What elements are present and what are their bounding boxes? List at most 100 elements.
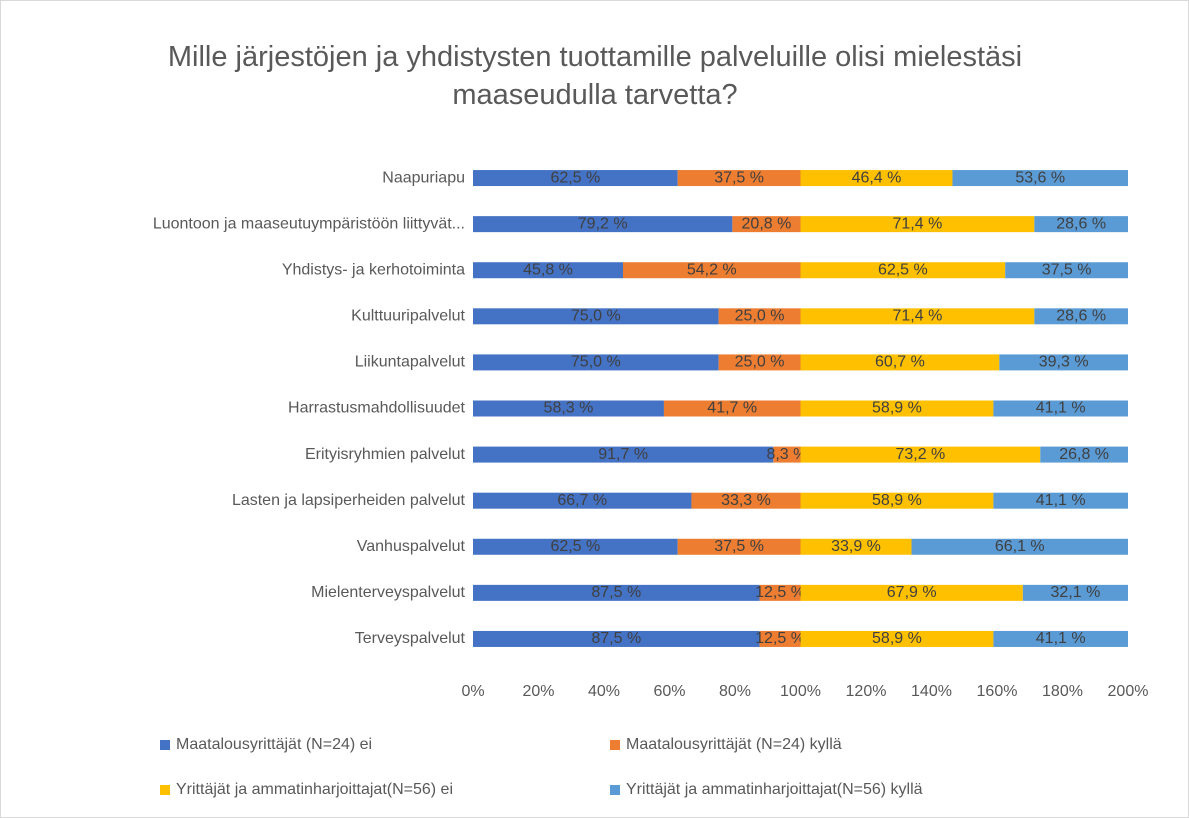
legend-swatch (610, 740, 620, 750)
data-label: 62,5 % (550, 169, 600, 186)
y-tick-label: Lasten ja lapsiperheiden palvelut (232, 492, 466, 509)
data-label: 26,8 % (1059, 446, 1109, 463)
bar-segment (718, 308, 801, 325)
data-label: 53,6 % (1015, 169, 1065, 186)
bar-segment (718, 354, 801, 371)
data-label: 91,7 % (598, 446, 648, 463)
legend-swatch (160, 740, 170, 750)
data-label: 71,4 % (893, 308, 943, 325)
bar-segment (473, 584, 760, 601)
legend-label: Maatalousyrittäjät (N=24) ei (176, 736, 372, 753)
x-tick-label: 80% (719, 683, 751, 700)
data-label: 58,9 % (872, 630, 922, 647)
data-label: 37,5 % (1042, 261, 1092, 278)
bar-segment (800, 216, 1035, 233)
bar-segment (663, 400, 801, 417)
bar-segment (473, 354, 719, 371)
data-label: 33,9 % (831, 538, 881, 555)
y-tick-label: Terveyspalvelut (355, 630, 466, 647)
bar-segment (800, 170, 953, 187)
y-tick-label: Erityisryhmien palvelut (305, 446, 466, 463)
data-label: 28,6 % (1056, 215, 1106, 232)
data-label: 25,0 % (735, 308, 785, 325)
bar-segment (1034, 308, 1128, 325)
data-label: 54,2 % (687, 261, 737, 278)
data-label: 33,3 % (721, 492, 771, 509)
data-label: 28,6 % (1056, 308, 1106, 325)
y-tick-label: Mielenterveyspalvelut (311, 584, 465, 601)
data-label: 37,5 % (714, 538, 764, 555)
x-tick-label: 180% (1042, 683, 1083, 700)
bar-segment (999, 354, 1128, 371)
bar-segment (800, 308, 1035, 325)
data-label: 32,1 % (1051, 584, 1101, 601)
data-label: 25,0 % (735, 354, 785, 371)
x-tick-label: 60% (653, 683, 685, 700)
bar-segment (800, 630, 994, 647)
bar-segment (800, 400, 994, 417)
data-label: 79,2 % (578, 215, 628, 232)
x-tick-label: 140% (911, 683, 952, 700)
bar-segment (800, 492, 994, 509)
bar-segment (677, 170, 801, 187)
bar-segment (911, 538, 1128, 555)
data-label: 41,7 % (707, 400, 757, 417)
bar-segment (952, 170, 1128, 187)
bar-segment (800, 538, 912, 555)
legend-label: Maatalousyrittäjät (N=24) kyllä (626, 736, 842, 753)
data-label: 75,0 % (571, 354, 621, 371)
bar-segment (691, 492, 801, 509)
legend-label: Yrittäjät ja ammatinharjoittajat(N=56) k… (626, 781, 923, 798)
data-label: 60,7 % (875, 354, 925, 371)
bar-segment (473, 630, 760, 647)
x-tick-label: 120% (846, 683, 887, 700)
bar-segment (473, 400, 664, 417)
legend-swatch (610, 785, 620, 795)
data-label: 37,5 % (714, 169, 764, 186)
y-tick-label: Naapuriapu (382, 169, 465, 186)
bar-segment (732, 216, 801, 233)
data-label: 58,9 % (872, 400, 922, 417)
data-label: 58,9 % (872, 492, 922, 509)
data-label: 41,1 % (1036, 492, 1086, 509)
bar-segment (1034, 216, 1128, 233)
bar-segment (800, 262, 1006, 279)
data-label: 73,2 % (895, 446, 945, 463)
bar-segment (473, 216, 733, 233)
data-label: 66,7 % (557, 492, 607, 509)
bar-segment (993, 400, 1128, 417)
bar-segment (677, 538, 801, 555)
chart-title: Mille järjestöjen ja yhdistysten tuottam… (167, 41, 1023, 111)
bar-segment (1022, 584, 1128, 601)
y-tick-label: Yhdistys- ja kerhotoiminta (282, 261, 465, 278)
data-label: 12,5 % (755, 584, 805, 601)
data-label: 8,3 % (766, 446, 807, 463)
data-label: 71,4 % (893, 215, 943, 232)
bar-segment (473, 262, 623, 279)
data-label: 67,9 % (887, 584, 937, 601)
bar-segment (1005, 262, 1128, 279)
data-label: 75,0 % (571, 308, 621, 325)
y-tick-label: Harrastusmahdollisuudet (288, 400, 466, 417)
x-tick-label: 200% (1108, 683, 1149, 700)
bar-segment (473, 492, 692, 509)
data-label: 46,4 % (852, 169, 902, 186)
bar-segment (473, 538, 678, 555)
y-tick-label: Kulttuuripalvelut (351, 308, 465, 325)
data-label: 62,5 % (878, 261, 928, 278)
x-tick-label: 0% (461, 683, 484, 700)
data-label: 12,5 % (755, 630, 805, 647)
bar-segment (773, 446, 801, 463)
data-label: 39,3 % (1039, 354, 1089, 371)
legend-swatch (160, 785, 170, 795)
x-tick-label: 20% (522, 683, 554, 700)
y-tick-label: Liikuntapalvelut (355, 354, 466, 371)
data-label: 87,5 % (591, 630, 641, 647)
x-tick-label: 160% (977, 683, 1018, 700)
legend-label: Yrittäjät ja ammatinharjoittajat(N=56) e… (176, 781, 453, 798)
bar-segment (800, 584, 1023, 601)
bar-segment (1040, 446, 1128, 463)
x-tick-label: 40% (588, 683, 620, 700)
